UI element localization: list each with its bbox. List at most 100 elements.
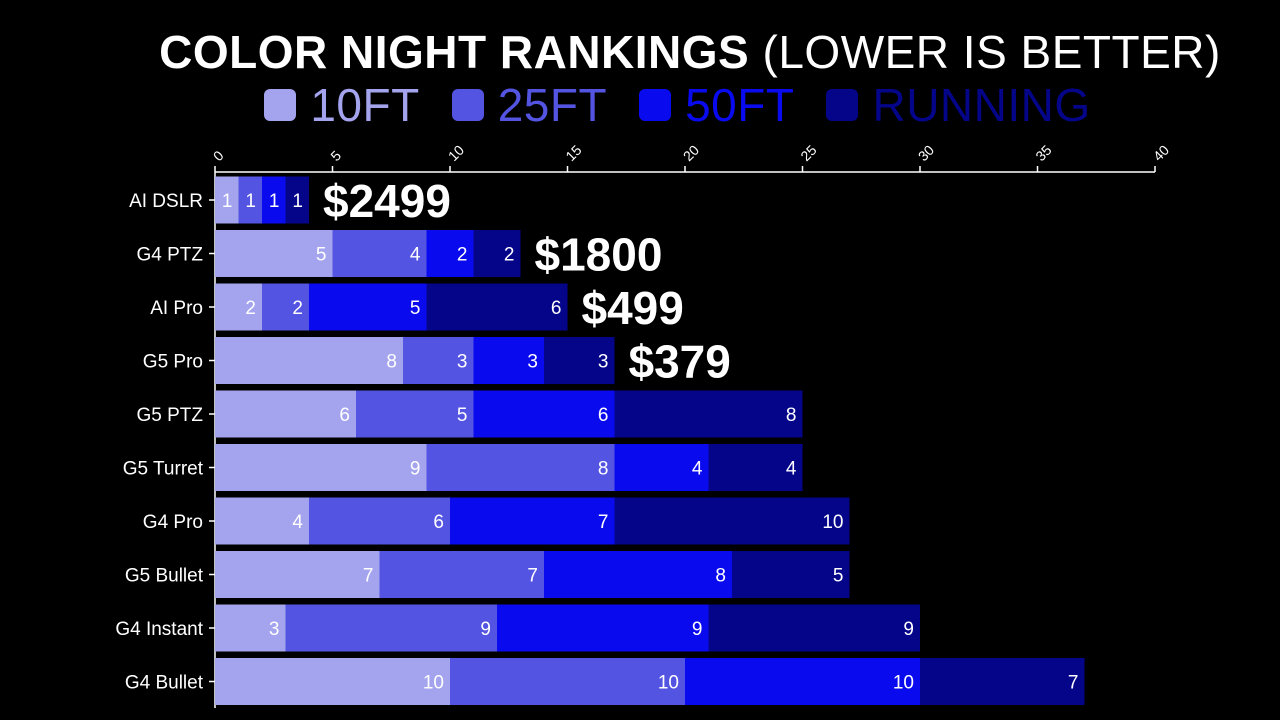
bar-g4-ptz-running xyxy=(473,230,521,277)
bar-g5-bullet-10ft xyxy=(215,551,380,598)
price-label-ai-pro: $499 xyxy=(582,282,684,334)
bar-g5-bullet-50ft xyxy=(544,551,732,598)
value-label-g5-pro-50ft: 3 xyxy=(527,352,538,373)
bar-g5-pro-25ft xyxy=(403,337,474,384)
value-label-g4-instant-running: 9 xyxy=(903,619,914,640)
category-label-g4-instant: G4 Instant xyxy=(115,619,203,640)
x-tick-label-0: 0 xyxy=(210,147,227,164)
value-label-ai-dslr-50ft: 1 xyxy=(269,191,280,212)
category-label-g4-bullet: G4 Bullet xyxy=(125,673,204,694)
category-label-g5-pro: G5 Pro xyxy=(143,352,203,373)
x-tick-label-5: 5 xyxy=(327,147,344,164)
bar-ai-dslr-10ft xyxy=(215,176,239,224)
legend-item-50ft: 50FT xyxy=(639,78,794,132)
bar-g4-bullet-25ft xyxy=(450,658,685,705)
legend-swatch-10ft xyxy=(264,89,297,121)
title-note: (LOWER IS BETTER) xyxy=(762,26,1221,78)
price-label-g5-pro: $379 xyxy=(629,336,731,388)
bar-g5-ptz-running xyxy=(614,390,803,438)
price-label-ai-dslr: $2499 xyxy=(323,175,451,227)
legend-swatch-50ft xyxy=(639,89,672,121)
bar-g4-instant-25ft xyxy=(285,604,497,652)
bar-g4-instant-running xyxy=(708,604,920,652)
category-label-g5-bullet: G5 Bullet xyxy=(125,566,204,587)
x-tick-label-25: 25 xyxy=(797,142,819,164)
bar-ai-pro-running xyxy=(426,283,568,331)
value-label-g5-turret-running: 4 xyxy=(786,459,797,480)
value-label-g4-bullet-running: 7 xyxy=(1068,673,1079,694)
value-label-g5-pro-running: 3 xyxy=(598,352,609,373)
legend-item-25ft: 25FT xyxy=(451,78,607,132)
value-label-g4-pro-running: 10 xyxy=(822,512,843,533)
value-label-g4-pro-10ft: 4 xyxy=(292,512,303,533)
value-label-ai-pro-10ft: 2 xyxy=(245,298,256,319)
bar-g5-turret-50ft xyxy=(614,444,709,491)
x-tick-label-15: 15 xyxy=(562,142,584,164)
bar-g4-bullet-running xyxy=(920,658,1085,705)
value-label-g4-bullet-50ft: 10 xyxy=(893,673,914,694)
category-label-g5-ptz: G5 PTZ xyxy=(136,405,203,426)
value-label-g4-ptz-25ft: 4 xyxy=(410,245,421,266)
bar-g4-pro-10ft xyxy=(215,497,309,545)
value-label-g5-ptz-25ft: 5 xyxy=(457,405,468,426)
title-main: COLOR NIGHT RANKINGS xyxy=(159,26,750,78)
value-label-ai-pro-running: 6 xyxy=(551,298,562,319)
x-tick-label-10: 10 xyxy=(445,142,467,164)
value-label-ai-dslr-10ft: 1 xyxy=(222,191,233,212)
legend-label-running: RUNNING xyxy=(872,79,1091,131)
value-label-g4-ptz-running: 2 xyxy=(504,245,515,266)
value-label-g4-ptz-50ft: 2 xyxy=(457,245,468,266)
bar-g4-pro-25ft xyxy=(309,497,450,545)
value-label-g5-bullet-running: 5 xyxy=(833,566,844,587)
x-tick-label-20: 20 xyxy=(680,142,702,164)
bar-g4-instant-50ft xyxy=(497,604,709,652)
bar-ai-pro-50ft xyxy=(309,283,427,331)
value-label-g5-turret-50ft: 4 xyxy=(692,459,703,480)
bar-g4-ptz-50ft xyxy=(426,230,474,277)
x-tick-label-40: 40 xyxy=(1150,142,1172,164)
category-label-ai-dslr: AI DSLR xyxy=(129,191,203,212)
value-label-g4-ptz-10ft: 5 xyxy=(316,245,327,266)
value-label-g5-turret-25ft: 8 xyxy=(598,459,609,480)
bar-g5-ptz-25ft xyxy=(356,390,474,438)
value-label-g5-bullet-50ft: 8 xyxy=(715,566,726,587)
bar-g5-ptz-50ft xyxy=(473,390,615,438)
legend-swatch-25ft xyxy=(451,89,484,121)
value-label-ai-pro-50ft: 5 xyxy=(410,298,421,319)
value-label-g5-pro-10ft: 8 xyxy=(386,352,397,373)
x-tick-label-35: 35 xyxy=(1032,142,1054,164)
legend-item-10ft: 10FT xyxy=(264,78,419,132)
value-label-g5-bullet-25ft: 7 xyxy=(527,566,538,587)
value-label-g5-ptz-50ft: 6 xyxy=(598,405,609,426)
value-label-g5-turret-10ft: 9 xyxy=(410,459,421,480)
bar-g4-ptz-25ft xyxy=(332,230,427,277)
bar-g5-ptz-10ft xyxy=(215,390,356,438)
bar-g5-bullet-25ft xyxy=(379,551,544,598)
bar-g4-pro-50ft xyxy=(450,497,615,545)
bar-g5-pro-running xyxy=(544,337,615,384)
category-label-g5-turret: G5 Turret xyxy=(123,459,204,480)
value-label-g4-instant-25ft: 9 xyxy=(480,619,491,640)
price-label-g4-ptz: $1800 xyxy=(535,229,663,281)
x-tick-label-30: 30 xyxy=(915,142,937,164)
legend-item-running: RUNNING xyxy=(826,78,1090,132)
bar-g4-instant-10ft xyxy=(215,604,286,652)
bar-g5-turret-10ft xyxy=(215,444,427,491)
value-label-g4-bullet-10ft: 10 xyxy=(423,673,444,694)
bar-ai-pro-10ft xyxy=(215,283,262,331)
bar-ai-dslr-running xyxy=(285,176,309,224)
category-label-g4-ptz: G4 PTZ xyxy=(136,245,203,266)
bar-g5-pro-50ft xyxy=(473,337,544,384)
category-label-g4-pro: G4 Pro xyxy=(143,512,203,533)
value-label-g4-instant-10ft: 3 xyxy=(269,619,280,640)
bar-g5-turret-running xyxy=(708,444,803,491)
value-label-ai-dslr-running: 1 xyxy=(292,191,303,212)
value-label-g5-bullet-10ft: 7 xyxy=(363,566,374,587)
bar-ai-pro-25ft xyxy=(262,283,309,331)
value-label-g5-pro-25ft: 3 xyxy=(457,352,468,373)
bar-g4-bullet-10ft xyxy=(215,658,450,705)
value-label-ai-pro-25ft: 2 xyxy=(292,298,303,319)
category-label-ai-pro: AI Pro xyxy=(150,298,203,319)
value-label-ai-dslr-25ft: 1 xyxy=(245,191,256,212)
